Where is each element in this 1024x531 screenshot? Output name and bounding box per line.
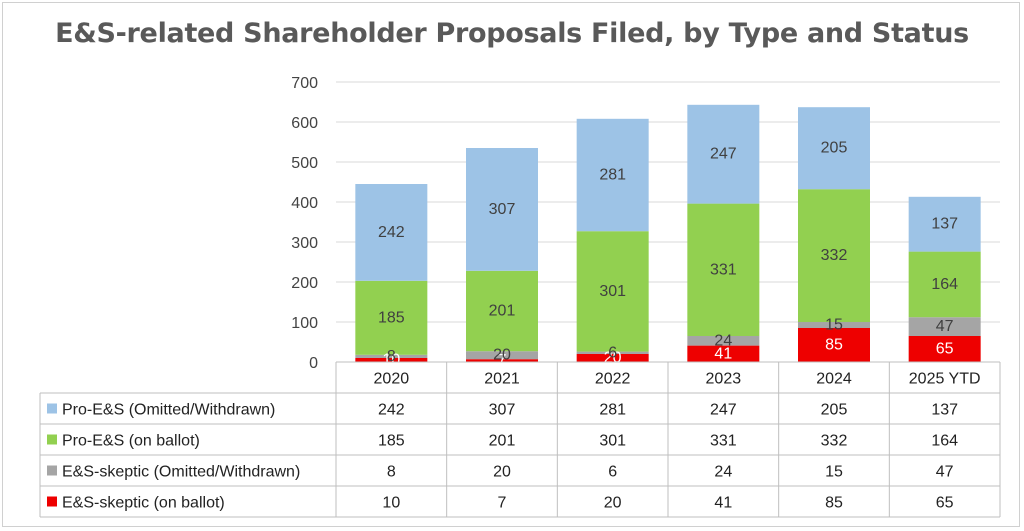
data-label: 201 (489, 303, 516, 320)
table-cell: 332 (821, 433, 848, 450)
table-cell: 24 (714, 464, 732, 481)
bar-segment (355, 280, 428, 355)
table-cell: 20 (493, 464, 511, 481)
data-label: 247 (710, 146, 737, 163)
y-tick-label: 400 (291, 195, 318, 212)
y-tick-label: 200 (291, 275, 318, 292)
data-label: 301 (599, 283, 626, 300)
table-cell: 47 (936, 464, 954, 481)
legend-label: E&S-skeptic (Omitted/Withdrawn) (62, 464, 300, 481)
data-label: 47 (936, 318, 954, 335)
table-cell: 10 (382, 495, 400, 512)
bar-segment (687, 104, 760, 204)
legend-key (47, 403, 57, 414)
data-label: 20 (493, 347, 511, 364)
y-tick-label: 0 (309, 355, 318, 372)
bar-segment (355, 184, 428, 281)
bar-segment (798, 189, 870, 322)
legend-key (47, 465, 57, 476)
table-cell: 20 (604, 495, 622, 512)
table-cell: 281 (599, 402, 626, 419)
x-tick-label: 2025 YTD (909, 371, 981, 388)
x-tick-label: 2022 (595, 371, 631, 388)
data-label: 185 (378, 309, 405, 326)
y-tick-label: 500 (291, 155, 318, 172)
bar-segment (798, 322, 870, 328)
data-label: 137 (931, 216, 958, 233)
bar-segment (908, 196, 981, 252)
y-tick-label: 600 (291, 115, 318, 132)
table-cell: 7 (498, 495, 507, 512)
table-cell: 8 (387, 464, 396, 481)
table-cell: 41 (714, 495, 732, 512)
table-cell: 164 (931, 433, 958, 450)
bar-segment (576, 354, 649, 362)
x-tick-label: 2020 (374, 371, 410, 388)
table-cell: 247 (710, 402, 737, 419)
bar-segment (798, 328, 870, 362)
table-cell: 307 (489, 402, 516, 419)
data-label: 85 (825, 337, 843, 354)
data-label: 7 (498, 352, 507, 369)
legend-label: Pro-E&S (Omitted/Withdrawn) (62, 402, 275, 419)
data-label: 6 (608, 344, 617, 361)
bar-segment (576, 118, 649, 232)
legend-key (47, 434, 57, 445)
bar-segment (908, 317, 981, 336)
legend-label: Pro-E&S (on ballot) (62, 433, 200, 450)
data-label: 307 (489, 201, 516, 218)
bar-segment (355, 354, 428, 358)
bar-segment (576, 351, 649, 354)
data-label: 41 (714, 345, 732, 362)
legend-label: E&S-skeptic (on ballot) (62, 495, 225, 512)
data-label: 331 (710, 261, 737, 278)
data-label: 10 (382, 352, 400, 369)
table-cell: 185 (378, 433, 405, 450)
chart-title: E&S-related Shareholder Proposals Filed,… (55, 18, 969, 49)
data-label: 65 (936, 341, 954, 358)
table-cell: 331 (710, 433, 737, 450)
data-label: 24 (714, 332, 732, 349)
data-label: 164 (931, 276, 958, 293)
bar-segment (908, 336, 981, 362)
table-cell: 242 (378, 402, 405, 419)
data-label: 281 (599, 167, 626, 184)
bar-segment (466, 148, 538, 271)
data-label: 242 (378, 224, 405, 241)
table-cell: 6 (608, 464, 617, 481)
bar-segment (466, 351, 538, 360)
bar-segment (687, 203, 760, 336)
table-cell: 15 (825, 464, 843, 481)
bar-segment (355, 358, 428, 362)
x-tick-label: 2024 (816, 371, 852, 388)
y-tick-label: 300 (291, 235, 318, 252)
y-tick-label: 100 (291, 315, 318, 332)
table-cell: 137 (931, 402, 958, 419)
bar-segment (687, 336, 760, 346)
x-tick-label: 2023 (706, 371, 742, 388)
y-tick-label: 700 (291, 75, 318, 92)
table-cell: 301 (599, 433, 626, 450)
data-label: 205 (821, 140, 848, 157)
table-cell: 205 (821, 402, 848, 419)
bar-segment (798, 107, 870, 190)
table-cell: 85 (825, 495, 843, 512)
bar-segment (908, 251, 981, 318)
data-label: 15 (825, 317, 843, 334)
x-tick-label: 2021 (484, 371, 520, 388)
legend-key (47, 496, 57, 507)
data-label: 8 (387, 348, 396, 365)
table-cell: 201 (489, 433, 516, 450)
table-cell: 65 (936, 495, 954, 512)
bar-segment (576, 231, 649, 352)
bar-segment (687, 345, 760, 362)
data-label: 332 (821, 247, 848, 264)
bar-segment (466, 359, 538, 362)
bar-segment (466, 270, 538, 352)
